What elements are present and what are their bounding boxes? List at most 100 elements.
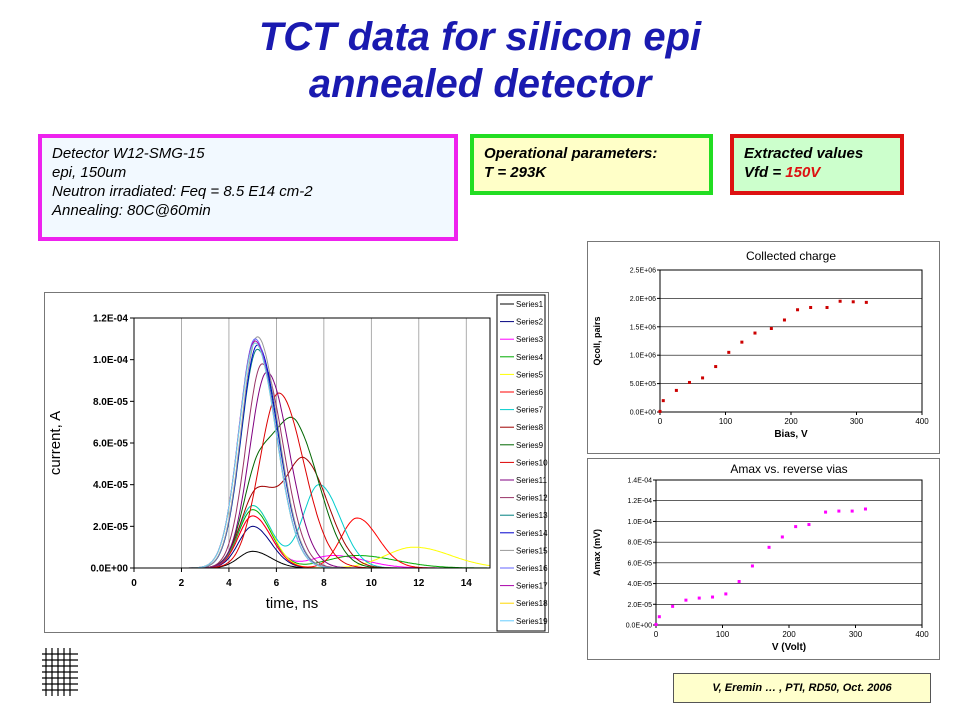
charge-chart-svg: 0.0E+00 5.0E+05 1.0E+06 1.5E+06 2.0E+06 2.5E+… [592,249,929,440]
series-line [134,371,490,569]
data-point [782,318,786,322]
y-tick-label: 4.0E-05 [627,581,652,588]
detector-line: Annealing: 80C@60min [52,202,211,219]
legend-label: Series1 [516,300,544,309]
series-line [134,392,490,569]
plot-frame [133,317,491,569]
series-line [134,456,490,569]
chart-title: Amax vs. reverse vias [730,462,847,476]
y-tick-label: 6.0E-05 [627,560,652,567]
legend-label: Series16 [516,564,548,573]
x-axis-label: Bias, V [774,429,808,440]
data-point [727,350,731,354]
detector-line: Detector W12-SMG-15 [52,145,205,162]
y-tick-label: 0.0E+00 [90,564,128,575]
series-line [134,340,490,569]
tct-current-chart: 0 2 4 6 8 10 12 14 0.0E+00 2.0E-05 4.0E-05 6.0E-05 8… [44,292,549,633]
y-tick-label: 1.5E+06 [630,324,656,331]
detector-line: Neutron irradiated: Feq = 8.5 E14 cm-2 [52,183,313,200]
y-tick-label: 6.0E-05 [93,439,128,450]
x-tick-label: 100 [719,417,733,426]
vfd-value: 150V [785,164,821,181]
x-tick-label: 14 [461,578,473,589]
y-axis-label: Qcoll, pairs [592,316,602,365]
x-tick-label: 0 [131,578,137,589]
legend-label: Series17 [516,582,548,591]
chart-title: Collected charge [746,249,836,263]
series-line [134,525,490,569]
data-point [701,376,705,380]
legend-label: Series13 [516,511,548,520]
y-tick-label: 2.0E-05 [627,602,652,609]
data-point [654,622,658,626]
legend-label: Series10 [516,458,548,467]
extract-vfd: Vfd = 150V [744,163,890,182]
x-tick-label: 2 [179,578,185,589]
data-point [838,299,842,303]
legend-label: Series7 [516,406,544,415]
extract-heading: Extracted values [744,145,864,162]
title-line-2: annealed detector [308,62,652,106]
data-point [780,535,784,539]
x-tick-label: 400 [915,630,929,639]
y-tick-label: 0.0E+00 [630,410,656,417]
x-tick-label: 12 [413,578,425,589]
series-line [134,336,490,569]
legend-label: Series14 [516,529,548,538]
y-tick-label: 2.0E+06 [630,296,656,303]
legend-label: Series5 [516,370,544,379]
legend-label: Series12 [516,494,548,503]
data-point [753,331,757,335]
data-point [794,525,798,529]
series-line [134,338,490,569]
data-point [796,308,800,312]
data-point [837,509,841,513]
author-credit: V, Eremin … , PTI, RD50, Oct. 2006 [673,673,931,703]
detector-info-box: Detector W12-SMG-15 epi, 150um Neutron i… [38,134,458,241]
y-axis-label: Amax (mV) [592,529,602,576]
x-tick-label: 0 [654,630,659,639]
y-tick-label: 8.0E-05 [627,540,652,547]
vfd-label: Vfd = [744,164,786,181]
x-tick-label: 100 [716,630,730,639]
y-tick-label: 1.0E-04 [93,355,128,366]
data-point [850,509,854,513]
legend-label: Series11 [516,476,548,485]
y-tick-label: 1.0E-04 [627,519,652,526]
series-line [134,504,491,569]
data-point [809,305,813,309]
data-point [724,592,728,596]
amax-chart-svg: 0.0E+00 2.0E-05 4.0E-05 6.0E-05 8.0E-05 1.0E-… [592,462,929,653]
data-point [658,409,662,413]
y-tick-label: 8.0E-05 [93,397,128,408]
legend-label: Series15 [516,546,548,555]
y-tick-label: 1.0E+06 [630,353,656,360]
x-tick-label: 10 [366,578,378,589]
x-tick-label: 4 [226,578,232,589]
data-point [687,380,691,384]
oper-heading: Operational parameters: [484,145,658,162]
x-tick-label: 300 [850,417,864,426]
legend-box [496,294,546,632]
y-tick-label: 2.5E+06 [630,268,656,275]
x-tick-label: 200 [784,417,798,426]
legend-label: Series4 [516,353,544,362]
legend-label: Series18 [516,599,548,608]
legend-label: Series8 [516,423,544,432]
data-point [737,580,741,583]
data-point [674,388,678,392]
title-line-1: TCT data for silicon epi [258,15,702,59]
x-tick-label: 8 [321,578,327,589]
amax-chart: 0.0E+00 2.0E-05 4.0E-05 6.0E-05 8.0E-05 1.0E-… [587,458,940,660]
x-axis-label: time, ns [266,595,319,612]
y-tick-label: 1.2E-04 [93,314,128,325]
data-point [863,507,867,511]
data-point [697,596,701,600]
data-point [824,510,828,514]
data-point [671,604,675,608]
operational-parameters-box: Operational parameters: T = 293K [470,134,713,195]
slide-title: TCT data for silicon epi annealed detect… [0,14,960,108]
data-point [684,598,688,602]
x-tick-label: 6 [274,578,280,589]
tct-chart-svg: 0 2 4 6 8 10 12 14 0.0E+00 2.0E-05 4.0E-05 6.0E-05 8… [47,294,548,632]
